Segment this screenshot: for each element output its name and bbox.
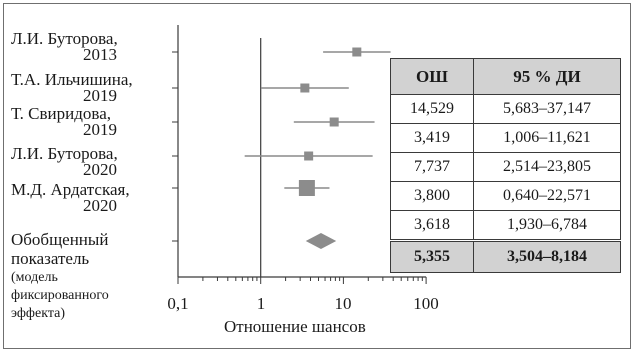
pooled-diamond	[306, 233, 336, 249]
or-value: 3,618	[391, 211, 474, 241]
table-row: 3,618 1,930–6,784	[391, 211, 621, 241]
effect-square	[352, 48, 361, 57]
effect-square	[304, 152, 313, 161]
table-row: 7,737 2,514–23,805	[391, 153, 621, 182]
x-tick-label: 100	[413, 294, 439, 314]
x-axis-title: Отношение шансов	[224, 317, 366, 337]
ci-value: 1,006–11,621	[474, 124, 621, 153]
or-value: 7,737	[391, 153, 474, 182]
or-value: 3,800	[391, 182, 474, 211]
ci-value: 2,514–23,805	[474, 153, 621, 182]
ci-value: 3,504–8,184	[474, 241, 621, 273]
or-value: 3,419	[391, 124, 474, 153]
ci-value: 0,640–22,571	[474, 182, 621, 211]
x-tick-label: 1	[257, 294, 266, 314]
table-row: 14,529 5,683–37,147	[391, 95, 621, 124]
effect-square	[330, 118, 339, 127]
results-table: ОШ 95 % ДИ 14,529 5,683–37,147 3,419 1,0…	[390, 58, 621, 273]
header-or: ОШ	[391, 59, 474, 95]
or-value: 5,355	[391, 241, 474, 273]
x-tick-label: 10	[335, 294, 352, 314]
ci-value: 1,930–6,784	[474, 211, 621, 241]
or-value: 14,529	[391, 95, 474, 124]
table-row-pooled: 5,355 3,504–8,184	[391, 241, 621, 273]
ci-value: 5,683–37,147	[474, 95, 621, 124]
effect-square	[299, 180, 315, 196]
table-row: 3,419 1,006–11,621	[391, 124, 621, 153]
effect-square	[300, 84, 309, 93]
x-tick-label: 0,1	[167, 294, 188, 314]
table-row: 3,800 0,640–22,571	[391, 182, 621, 211]
table-header-row: ОШ 95 % ДИ	[391, 59, 621, 95]
header-ci: 95 % ДИ	[474, 59, 621, 95]
